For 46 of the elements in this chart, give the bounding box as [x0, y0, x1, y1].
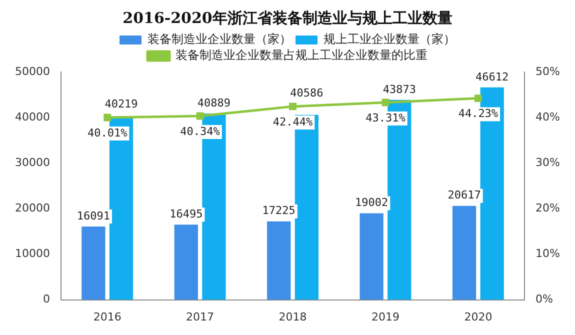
y-tick-label: 50000 [14, 64, 50, 78]
data-label: 44.23% [458, 107, 498, 120]
data-label: 40586 [290, 86, 324, 100]
data-label: 46612 [476, 70, 509, 84]
bar [174, 224, 198, 300]
y2-tick-label: 10% [536, 247, 560, 260]
bar [82, 226, 106, 300]
data-label: 42.44% [272, 115, 314, 128]
data-label: 16091 [76, 209, 110, 222]
y2-tick-label: 30% [536, 156, 560, 169]
y-tick-label: 40000 [14, 110, 50, 124]
y2-tick-label: 20% [536, 202, 560, 215]
legend-label: 装备制造业企业数量（家） [148, 32, 292, 46]
y-tick-label: 10000 [14, 247, 50, 260]
y-tick-label: 20000 [14, 202, 50, 215]
x-tick-label: 2019 [371, 310, 400, 324]
bar [267, 221, 291, 300]
data-label: 19002 [355, 196, 388, 210]
data-label: 40.34% [180, 124, 220, 138]
legend-label: 装备制造业企业数量占规上工业企业数量的比重 [176, 48, 428, 62]
x-tick-label: 2016 [93, 310, 122, 324]
point [104, 114, 112, 122]
x-tick-label: 2017 [186, 310, 214, 324]
data-label: 40219 [104, 97, 138, 110]
point [289, 102, 296, 110]
bar [452, 206, 476, 300]
data-label: 43873 [382, 82, 416, 96]
y2-tick-label: 40% [536, 110, 560, 124]
data-label: 20617 [448, 188, 481, 202]
data-label: 17225 [262, 204, 296, 218]
chart-title: 2016-2020年浙江省装备制造业与规上工业数量 [122, 8, 452, 27]
data-label: 40.01% [87, 126, 128, 140]
point [474, 94, 482, 102]
bar [360, 213, 384, 300]
y-tick-label: 0 [42, 292, 50, 306]
data-label: 43.31% [366, 111, 406, 124]
legend-label: 规上工业企业数量（家） [324, 32, 456, 46]
data-label: 40889 [197, 96, 231, 110]
point [196, 112, 204, 120]
x-tick-label: 2020 [464, 310, 492, 324]
data-label: 16495 [170, 208, 203, 221]
x-tick-label: 2018 [278, 310, 307, 324]
y2-tick-label: 50% [536, 64, 560, 78]
point [382, 98, 390, 106]
y-tick-label: 30000 [14, 156, 50, 169]
y2-tick-label: 0% [536, 292, 554, 306]
